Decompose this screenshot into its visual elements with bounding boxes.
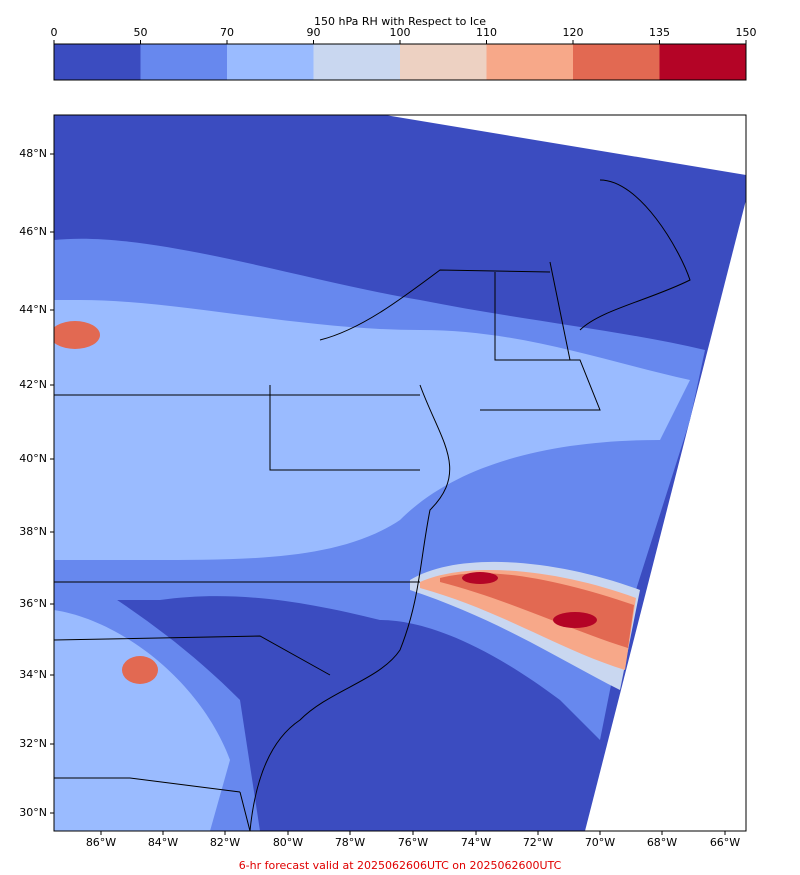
map-frame (53, 114, 747, 832)
footer: 6-hr forecast valid at 2025062606UTC on … (239, 859, 562, 872)
map-axes: 48°N 46°N 44°N 42°N 40°N 38°N 36°N 34°N 32°N 30°N… (19, 147, 740, 849)
lat-label: 40°N (19, 452, 47, 465)
band (122, 656, 158, 684)
colorbar-segment (400, 44, 487, 80)
peak (553, 612, 597, 628)
colorbar-tick-label: 70 (220, 26, 234, 39)
band (54, 321, 100, 349)
lon-label: 68°W (647, 836, 677, 849)
colorbar-segment (659, 44, 747, 80)
band (54, 610, 230, 831)
colorbar-segment (486, 44, 574, 80)
lon-label: 72°W (523, 836, 553, 849)
rh-field (54, 115, 746, 831)
colorbar-segment (54, 44, 141, 80)
colorbar-tick-label: 90 (307, 26, 321, 39)
boundaries (54, 179, 691, 831)
lon-label: 70°W (585, 836, 615, 849)
lon-label: 80°W (273, 836, 303, 849)
colorbar-tick-label: 100 (390, 26, 411, 39)
colorbar-segment (227, 44, 314, 80)
lon-label: 78°W (335, 836, 365, 849)
lon-label: 74°W (461, 836, 491, 849)
colorbar-tick-label: 150 (736, 26, 757, 39)
lat-label: 38°N (19, 525, 47, 538)
lat-label: 44°N (19, 303, 47, 316)
colorbar-segment (313, 44, 401, 80)
band (440, 573, 634, 648)
colorbar-tick-label: 135 (649, 26, 670, 39)
lon-label: 84°W (148, 836, 178, 849)
lon-label: 86°W (86, 836, 116, 849)
lon-label: 66°W (710, 836, 740, 849)
map (53, 114, 747, 832)
colorbar-tick-label: 0 (51, 26, 58, 39)
lat-label: 34°N (19, 668, 47, 681)
colorbar-tick-label: 120 (563, 26, 584, 39)
peak (462, 572, 498, 584)
lat-label: 32°N (19, 737, 47, 750)
band (54, 300, 690, 560)
lon-label: 76°W (398, 836, 428, 849)
colorbar-tick-label: 110 (476, 26, 497, 39)
lat-label: 42°N (19, 378, 47, 391)
colorbar-segment (573, 44, 660, 80)
lat-label: 36°N (19, 597, 47, 610)
colorbar-title: 150 hPa RH with Respect to Ice (314, 15, 486, 28)
colorbar-tick-label: 50 (134, 26, 148, 39)
lat-label: 46°N (19, 225, 47, 238)
colorbar: 0 50 70 90 100 110 120 135 150 (51, 26, 757, 81)
colorbar-segment (140, 44, 228, 80)
lat-label: 48°N (19, 147, 47, 160)
lon-label: 82°W (210, 836, 240, 849)
lat-label: 30°N (19, 806, 47, 819)
